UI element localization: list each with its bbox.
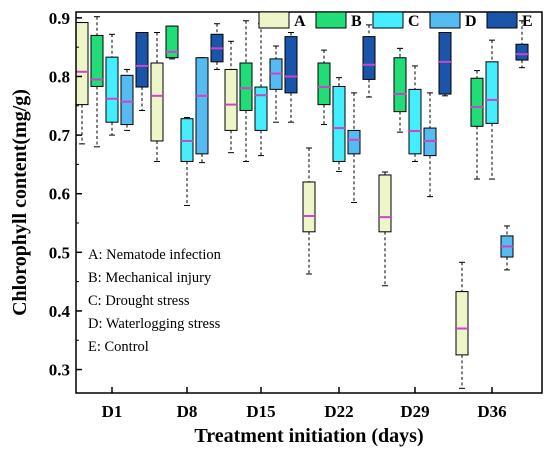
annotation-line: E: Control <box>88 339 149 355</box>
box-c-d29 <box>409 66 421 162</box>
y-tick-label: 0.4 <box>49 302 71 321</box>
annotation-line: A: Nematode infection <box>88 247 222 263</box>
legend-swatch <box>373 12 403 28</box>
box-b-d1 <box>91 17 103 147</box>
box-body <box>285 37 297 93</box>
x-tick-label: D8 <box>177 402 198 421</box>
legend-item-b: B <box>316 12 362 30</box>
legend-label: A <box>294 13 306 30</box>
boxes-layer <box>76 17 528 389</box>
x-tick-label: D1 <box>102 402 123 421</box>
box-body <box>255 87 267 130</box>
box-c-d22 <box>333 78 345 172</box>
legend-item-c: C <box>373 12 420 30</box>
series-d <box>121 46 513 270</box>
box-body <box>318 63 330 105</box>
legend-label: B <box>351 13 362 30</box>
box-d-d8 <box>196 58 208 163</box>
box-b-d36 <box>471 71 483 179</box>
box-body <box>240 63 252 110</box>
box-c-d36 <box>486 40 498 179</box>
legend-swatch <box>259 12 289 28</box>
box-body <box>486 62 498 124</box>
legend-item-e: E <box>487 12 533 30</box>
box-body <box>225 69 237 130</box>
box-a-d8 <box>151 33 163 162</box>
box-d-d29 <box>424 93 436 197</box>
box-body <box>471 78 483 126</box>
box-body <box>439 33 451 95</box>
box-d-d15 <box>270 46 282 122</box>
y-axis-title: Chlorophyll content(mg/g) <box>9 89 31 316</box>
box-body <box>303 182 315 232</box>
box-body <box>151 63 163 141</box>
box-body <box>106 57 118 122</box>
box-c-d15 <box>255 24 267 156</box>
y-tick-label: 0.8 <box>49 67 70 86</box>
box-body <box>196 58 208 154</box>
legend-label: D <box>465 13 477 30</box>
box-c-d8 <box>181 118 193 206</box>
x-axis-title: Treatment initiation (days) <box>194 425 423 447</box>
box-c-d1 <box>106 34 118 135</box>
y-tick-label: 0.7 <box>49 126 71 145</box>
box-b-d29 <box>394 48 406 132</box>
box-body <box>409 89 421 153</box>
box-body <box>136 33 148 88</box>
box-b-d15 <box>240 21 252 162</box>
box-e-d15 <box>285 33 297 123</box>
annotation-line: B: Mechanical injury <box>88 270 212 286</box>
box-e-d22 <box>363 25 375 97</box>
box-body <box>394 58 406 112</box>
legend-item-d: D <box>430 12 477 30</box>
box-e-d29 <box>439 33 451 96</box>
x-tick-label: D22 <box>324 402 353 421</box>
box-a-d22 <box>303 148 315 274</box>
box-body <box>348 130 360 153</box>
box-d-d22 <box>348 93 360 203</box>
box-body <box>363 37 375 80</box>
y-tick-label: 0.6 <box>49 185 70 204</box>
legend-swatch <box>487 12 517 28</box>
box-e-d8 <box>211 24 223 70</box>
legend-item-a: A <box>259 12 306 30</box>
box-a-d29 <box>379 172 391 286</box>
series-e <box>136 21 528 122</box>
box-body <box>516 44 528 60</box>
legend: A B C D E <box>259 12 533 30</box>
y-tick-label: 0.5 <box>49 243 70 262</box>
box-a-d15 <box>225 41 237 152</box>
annotation-list: A: Nematode infection B: Mechanical injur… <box>88 247 222 355</box>
box-a-d36 <box>456 262 468 388</box>
y-tick-label: 0.9 <box>49 9 70 28</box>
box-body <box>456 292 468 355</box>
box-a-d1 <box>76 23 88 144</box>
legend-label: C <box>408 13 420 30</box>
box-body <box>379 175 391 232</box>
box-b-d22 <box>318 50 330 124</box>
x-tick-label: D15 <box>246 402 275 421</box>
legend-swatch <box>430 12 460 28</box>
box-b-d8 <box>166 26 178 59</box>
annotation-line: C: Drought stress <box>88 293 190 309</box>
box-body <box>333 86 345 161</box>
box-d-d36 <box>501 226 513 270</box>
box-d-d1 <box>121 69 133 130</box>
y-tick-label: 0.3 <box>49 361 70 380</box>
legend-label: E <box>522 13 533 30</box>
box-body <box>76 23 88 105</box>
box-e-d1 <box>136 33 148 111</box>
box-body <box>121 75 133 124</box>
x-tick-label: D29 <box>400 402 429 421</box>
x-tick-label: D36 <box>477 402 506 421</box>
legend-swatch <box>316 12 346 28</box>
box-body <box>166 26 178 58</box>
annotation-line: D: Waterlogging stress <box>88 316 221 332</box>
